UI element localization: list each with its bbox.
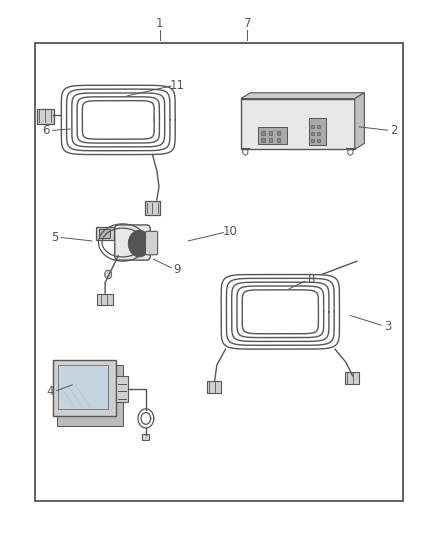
- Bar: [35, 43, 403, 501]
- Text: 3: 3: [384, 320, 391, 333]
- Bar: [261, 131, 265, 135]
- Text: 4: 4: [46, 385, 54, 398]
- Text: 1: 1: [156, 18, 164, 30]
- Polygon shape: [241, 93, 364, 99]
- Bar: [277, 138, 280, 142]
- FancyBboxPatch shape: [345, 372, 359, 384]
- Bar: [317, 125, 320, 128]
- Bar: [261, 138, 265, 142]
- FancyBboxPatch shape: [97, 294, 113, 305]
- FancyBboxPatch shape: [207, 381, 221, 393]
- Text: 8: 8: [307, 273, 314, 286]
- Text: 10: 10: [223, 225, 237, 238]
- Polygon shape: [355, 93, 364, 149]
- Text: 5: 5: [51, 231, 58, 244]
- Bar: [311, 125, 314, 128]
- Bar: [311, 139, 314, 142]
- FancyBboxPatch shape: [116, 376, 128, 402]
- Circle shape: [136, 239, 143, 248]
- FancyBboxPatch shape: [142, 434, 149, 440]
- FancyBboxPatch shape: [258, 127, 287, 144]
- Text: 11: 11: [170, 79, 185, 92]
- Bar: [311, 132, 314, 135]
- FancyBboxPatch shape: [115, 225, 150, 260]
- Bar: [241, 99, 355, 149]
- Bar: [277, 131, 280, 135]
- Bar: [317, 139, 320, 142]
- FancyBboxPatch shape: [57, 365, 123, 426]
- Text: 2: 2: [390, 124, 398, 137]
- FancyBboxPatch shape: [309, 118, 326, 145]
- Polygon shape: [96, 227, 114, 240]
- FancyBboxPatch shape: [37, 109, 54, 124]
- Text: 6: 6: [42, 124, 50, 137]
- Text: 7: 7: [244, 18, 251, 30]
- FancyBboxPatch shape: [145, 231, 158, 255]
- Bar: [317, 132, 320, 135]
- Circle shape: [105, 270, 112, 279]
- Circle shape: [132, 235, 146, 252]
- FancyBboxPatch shape: [58, 365, 108, 409]
- Bar: [269, 131, 272, 135]
- FancyBboxPatch shape: [53, 360, 116, 416]
- FancyBboxPatch shape: [145, 201, 160, 215]
- Circle shape: [128, 230, 150, 257]
- Text: 9: 9: [173, 263, 181, 276]
- Bar: [269, 138, 272, 142]
- Bar: [99, 229, 110, 238]
